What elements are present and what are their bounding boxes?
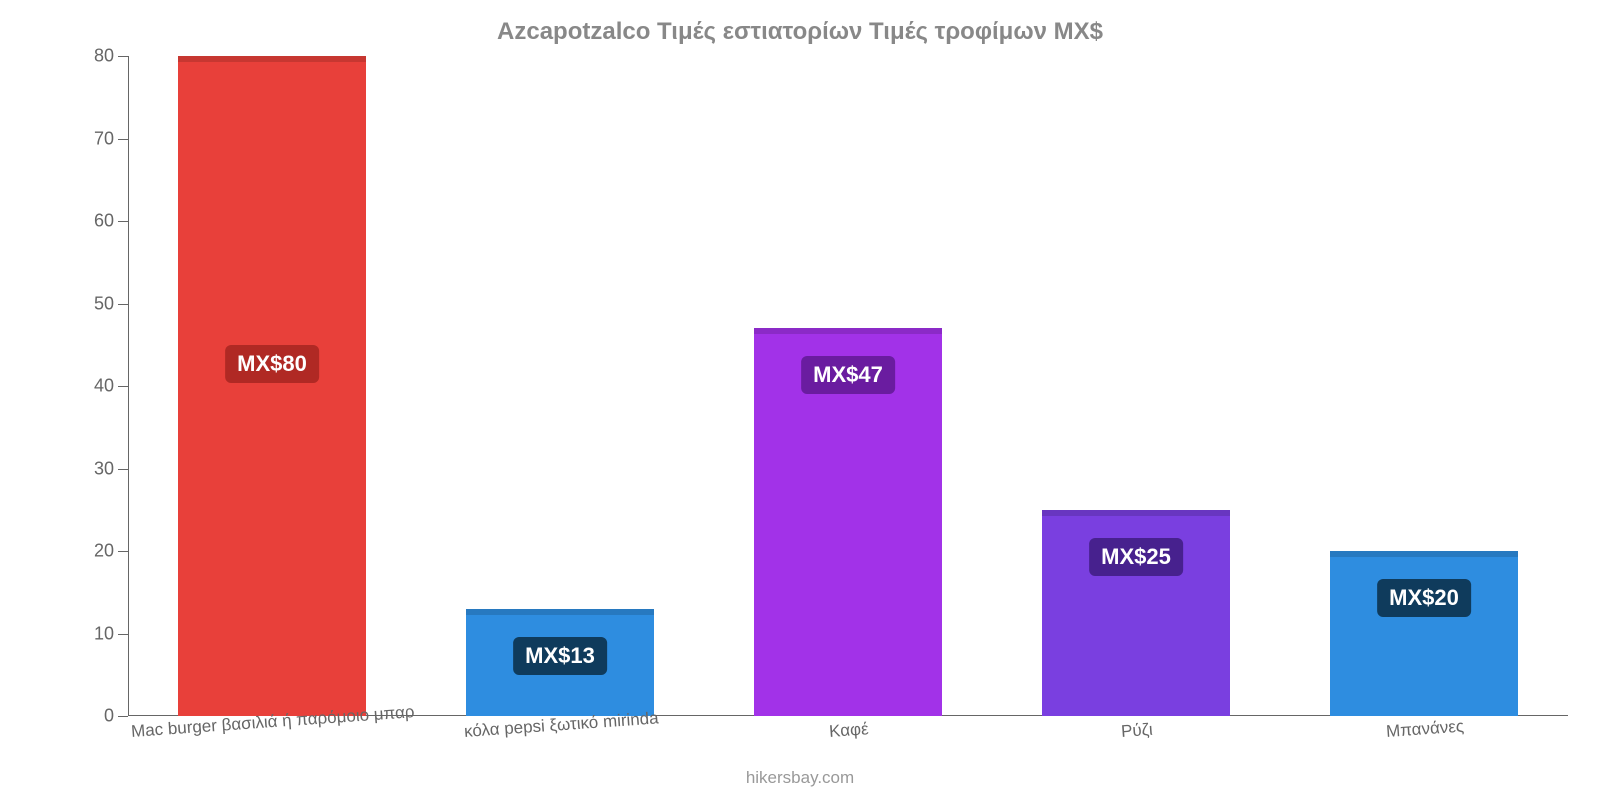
bar <box>178 56 365 716</box>
chart-title: Azcapotzalco Τιμές εστιατορίων Τιμές τρο… <box>0 18 1600 46</box>
bar-top-shadow <box>178 56 365 62</box>
y-axis-tick-label: 10 <box>94 623 128 644</box>
bar-value-label: MX$25 <box>1089 538 1183 576</box>
x-axis-category-label: Καφέ <box>828 719 869 742</box>
y-axis-tick-label: 40 <box>94 376 128 397</box>
x-axis-category-label: Ρύζι <box>1120 720 1153 742</box>
bar-value-label: MX$13 <box>513 637 607 675</box>
y-axis-tick-label: 70 <box>94 128 128 149</box>
bar-top-shadow <box>466 609 653 615</box>
y-axis-tick-label: 20 <box>94 541 128 562</box>
y-axis-tick-label: 30 <box>94 458 128 479</box>
bar-value-label: MX$47 <box>801 356 895 394</box>
y-axis-line <box>128 56 129 716</box>
bar-top-shadow <box>754 328 941 334</box>
y-axis-tick-label: 50 <box>94 293 128 314</box>
y-axis-tick-label: 0 <box>104 706 128 727</box>
footer-attribution: hikersbay.com <box>0 768 1600 788</box>
bar-value-label: MX$80 <box>225 345 319 383</box>
chart-container: Azcapotzalco Τιμές εστιατορίων Τιμές τρο… <box>0 0 1600 800</box>
bar-top-shadow <box>1042 510 1229 516</box>
x-axis-category-label: Μπανάνες <box>1385 717 1464 742</box>
plot-area: 01020304050607080MX$80Mac burger βασιλιά… <box>128 56 1568 716</box>
y-axis-tick-label: 80 <box>94 46 128 67</box>
bar-value-label: MX$20 <box>1377 579 1471 617</box>
bar-top-shadow <box>1330 551 1517 557</box>
bar <box>1330 551 1517 716</box>
y-axis-tick-label: 60 <box>94 211 128 232</box>
